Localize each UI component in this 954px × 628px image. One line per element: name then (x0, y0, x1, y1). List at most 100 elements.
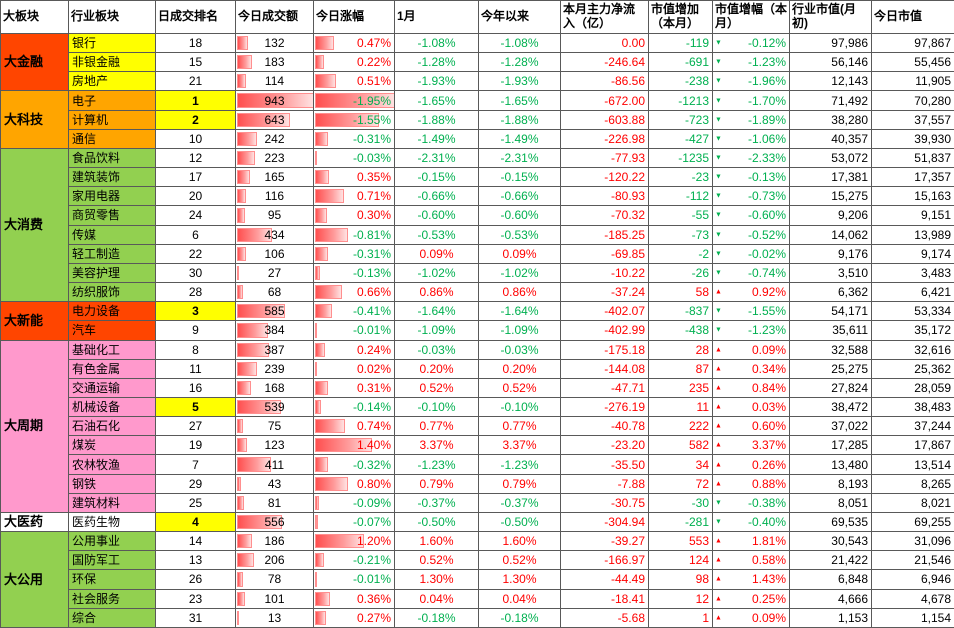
net-inflow-cell[interactable]: -44.49 (560, 569, 649, 590)
industry-cell[interactable]: 电力设备 (68, 301, 156, 322)
today-change-cell[interactable]: -0.01% (313, 320, 395, 341)
cap-pct-cell[interactable]: ▼ -2.33% (712, 147, 790, 169)
cap-pct-cell[interactable]: ▲ 0.09% (712, 339, 790, 360)
cap-today-cell[interactable]: 6,946 (871, 569, 954, 590)
ytd-cell[interactable]: -1.65% (478, 90, 561, 111)
cap-pct-cell[interactable]: ▲ 0.34% (712, 358, 790, 379)
today-change-cell[interactable]: 0.80% (313, 473, 395, 494)
cap-pct-cell[interactable]: ▲ 0.26% (712, 454, 790, 475)
ytd-cell[interactable]: -0.10% (478, 396, 561, 418)
header-ytd[interactable]: 今年以来 (478, 0, 561, 34)
cap-month-start-cell[interactable]: 54,171 (789, 301, 872, 322)
ytd-cell[interactable]: -0.60% (478, 205, 561, 226)
rank-cell[interactable]: 10 (155, 128, 236, 149)
cap-pct-cell[interactable]: ▼ -1.96% (712, 71, 790, 92)
cap-month-start-cell[interactable]: 40,357 (789, 128, 872, 149)
january-cell[interactable]: -0.53% (394, 224, 479, 245)
cap-today-cell[interactable]: 51,837 (871, 147, 954, 169)
net-inflow-cell[interactable]: -10.22 (560, 262, 649, 284)
net-inflow-cell[interactable]: 0.00 (560, 32, 649, 54)
cap-change-cell[interactable]: 553 (648, 531, 713, 552)
industry-cell[interactable]: 综合 (68, 607, 156, 628)
cap-month-start-cell[interactable]: 53,072 (789, 147, 872, 169)
industry-cell[interactable]: 汽车 (68, 320, 156, 341)
net-inflow-cell[interactable]: -120.22 (560, 167, 649, 188)
ytd-cell[interactable]: -0.15% (478, 167, 561, 188)
amount-cell[interactable]: 186 (235, 531, 314, 552)
net-inflow-cell[interactable]: -402.99 (560, 320, 649, 341)
ytd-cell[interactable]: -1.09% (478, 320, 561, 341)
header-industry-cap-month-start[interactable]: 行业市值(月初) (789, 0, 872, 34)
amount-cell[interactable]: 183 (235, 52, 314, 73)
industry-cell[interactable]: 机械设备 (68, 396, 156, 418)
group-cell-technology[interactable]: 大科技 (0, 90, 69, 149)
cap-today-cell[interactable]: 25,362 (871, 358, 954, 379)
cap-month-start-cell[interactable]: 97,986 (789, 32, 872, 54)
today-change-cell[interactable]: 0.30% (313, 205, 395, 226)
january-cell[interactable]: -1.65% (394, 90, 479, 111)
industry-cell[interactable]: 非银金融 (68, 52, 156, 73)
industry-cell[interactable]: 石油石化 (68, 416, 156, 437)
header-january[interactable]: 1月 (394, 0, 479, 34)
rank-cell[interactable]: 28 (155, 282, 236, 303)
industry-cell[interactable]: 农林牧渔 (68, 454, 156, 475)
industry-cell[interactable]: 传媒 (68, 224, 156, 245)
header-today-amount[interactable]: 今日成交额 (235, 0, 314, 34)
cap-change-cell[interactable]: 11 (648, 396, 713, 418)
cap-today-cell[interactable]: 28,059 (871, 377, 954, 398)
amount-cell[interactable]: 78 (235, 569, 314, 590)
amount-cell[interactable]: 68 (235, 282, 314, 303)
cap-month-start-cell[interactable]: 6,362 (789, 282, 872, 303)
industry-cell[interactable]: 计算机 (68, 109, 156, 130)
cap-change-cell[interactable]: -1235 (648, 147, 713, 169)
amount-cell[interactable]: 75 (235, 416, 314, 437)
ytd-cell[interactable]: 0.77% (478, 416, 561, 437)
cap-pct-cell[interactable]: ▲ 1.43% (712, 569, 790, 590)
ytd-cell[interactable]: -1.23% (478, 454, 561, 475)
rank-cell[interactable]: 26 (155, 569, 236, 590)
cap-today-cell[interactable]: 9,174 (871, 243, 954, 264)
header-cap-increase-pct-month[interactable]: 市值增幅（本月） (712, 0, 790, 34)
amount-cell[interactable]: 239 (235, 358, 314, 379)
rank-cell[interactable]: 5 (155, 396, 236, 418)
cap-pct-cell[interactable]: ▲ 0.58% (712, 550, 790, 571)
net-inflow-cell[interactable]: -30.75 (560, 492, 649, 513)
cap-change-cell[interactable]: -438 (648, 320, 713, 341)
cap-month-start-cell[interactable]: 17,285 (789, 435, 872, 456)
header-industry-sector[interactable]: 行业板块 (68, 0, 156, 34)
rank-cell[interactable]: 1 (155, 90, 236, 111)
rank-cell[interactable]: 15 (155, 52, 236, 73)
today-change-cell[interactable]: -0.14% (313, 396, 395, 418)
ytd-cell[interactable]: -0.50% (478, 511, 561, 533)
industry-cell[interactable]: 环保 (68, 569, 156, 590)
january-cell[interactable]: -1.28% (394, 52, 479, 73)
january-cell[interactable]: 0.20% (394, 358, 479, 379)
cap-change-cell[interactable]: 98 (648, 569, 713, 590)
today-change-cell[interactable]: 0.31% (313, 377, 395, 398)
industry-cell[interactable]: 纺织服饰 (68, 282, 156, 303)
cap-change-cell[interactable]: 34 (648, 454, 713, 475)
header-today-change[interactable]: 今日涨幅 (313, 0, 395, 34)
cap-pct-cell[interactable]: ▼ -0.73% (712, 186, 790, 207)
rank-cell[interactable]: 4 (155, 511, 236, 533)
cap-month-start-cell[interactable]: 35,611 (789, 320, 872, 341)
cap-month-start-cell[interactable]: 14,062 (789, 224, 872, 245)
amount-cell[interactable]: 643 (235, 109, 314, 130)
amount-cell[interactable]: 556 (235, 511, 314, 533)
cap-pct-cell[interactable]: ▲ 0.92% (712, 282, 790, 303)
rank-cell[interactable]: 9 (155, 320, 236, 341)
ytd-cell[interactable]: -1.93% (478, 71, 561, 92)
ytd-cell[interactable]: -1.08% (478, 32, 561, 54)
ytd-cell[interactable]: 0.52% (478, 550, 561, 571)
cap-pct-cell[interactable]: ▼ -0.40% (712, 511, 790, 533)
cap-change-cell[interactable]: -691 (648, 52, 713, 73)
cap-change-cell[interactable]: 28 (648, 339, 713, 360)
rank-cell[interactable]: 22 (155, 243, 236, 264)
industry-cell[interactable]: 轻工制造 (68, 243, 156, 264)
amount-cell[interactable]: 95 (235, 205, 314, 226)
cap-month-start-cell[interactable]: 30,543 (789, 531, 872, 552)
cap-change-cell[interactable]: -55 (648, 205, 713, 226)
amount-cell[interactable]: 387 (235, 339, 314, 360)
header-today-cap[interactable]: 今日市值 (871, 0, 954, 34)
cap-change-cell[interactable]: 1 (648, 607, 713, 628)
